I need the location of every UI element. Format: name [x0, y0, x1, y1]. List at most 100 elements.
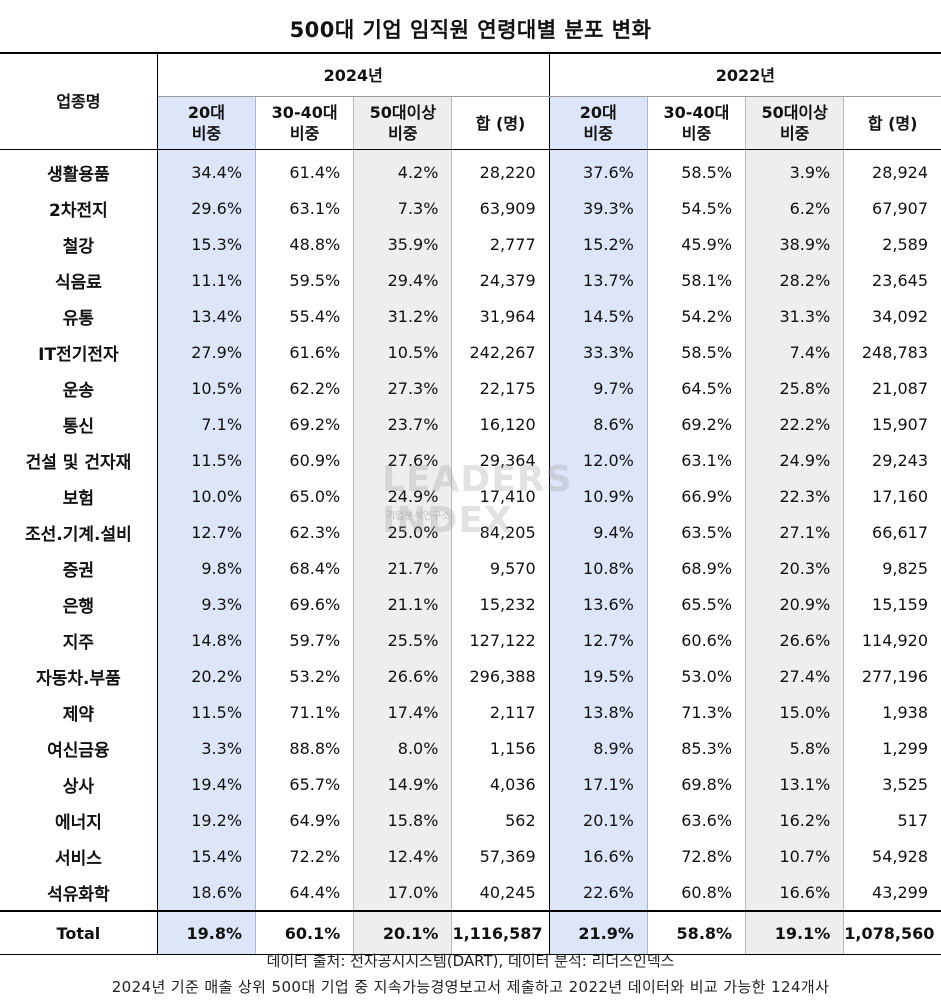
cell-2022-50plus: 27.4% — [745, 658, 845, 694]
total-2024-20s: 19.8% — [156, 910, 257, 955]
cell-2022-sum: 43,299 — [872, 882, 928, 902]
table-row: 석유화학 18.6% 64.4% 17.0% 40,245 22.6% 60.8% 16.6%… — [0, 874, 941, 911]
cell-2024-3040s: 61.4% — [289, 162, 341, 182]
cell-2022-20s: 17.1% — [548, 766, 648, 802]
cell-2024-3040s: 53.2% — [289, 666, 341, 686]
cell-2022-sum: 9,825 — [882, 558, 928, 578]
cell-2022-sum: 15,159 — [872, 594, 928, 614]
cell-2022-50plus: 5.8% — [745, 730, 845, 766]
table-row: 생활용품 34.4% 61.4% 4.2% 28,220 37.6% 58.5% 3.9% 28… — [0, 149, 941, 190]
cell-2022-3040s: 54.5% — [681, 198, 733, 218]
cell-2024-3040s: 61.6% — [289, 342, 341, 362]
cell-2022-sum: 34,092 — [872, 306, 928, 326]
cell-2022-50plus: 16.6% — [745, 874, 845, 911]
cell-2022-50plus: 22.3% — [745, 478, 845, 514]
cell-2024-3040s: 62.3% — [289, 522, 341, 542]
cell-2024-sum: 15,232 — [451, 586, 550, 622]
cell-2024-20s: 10.0% — [156, 478, 257, 514]
table-row: 자동차.부품 20.2% 53.2% 26.6% 296,388 19.5% 53.0% 27… — [0, 658, 941, 694]
cell-2024-3040s: 88.8% — [289, 738, 341, 758]
industry-name: 제약 — [0, 694, 158, 730]
cell-2022-sum: 15,907 — [872, 414, 928, 434]
total-label: Total — [0, 910, 158, 955]
cell-2022-20s: 13.7% — [548, 262, 648, 298]
cell-2022-50plus: 24.9% — [745, 442, 845, 478]
cell-2022-3040s: 66.9% — [681, 486, 733, 506]
year-header-2024: 2024년 — [157, 53, 550, 97]
cell-2024-20s: 11.5% — [156, 694, 257, 730]
cell-2022-sum: 28,924 — [872, 162, 928, 182]
industry-name: 보험 — [0, 478, 158, 514]
cell-2024-3040s: 69.2% — [289, 414, 341, 434]
cell-2022-20s: 13.6% — [548, 586, 648, 622]
industry-name: 2차전지 — [0, 190, 158, 226]
table-row: 서비스 15.4% 72.2% 12.4% 57,369 16.6% 72.8% 10.7% 5… — [0, 838, 941, 874]
cell-2022-50plus: 16.2% — [745, 802, 845, 838]
cell-2022-20s: 10.8% — [548, 550, 648, 586]
col-header-20s-2022: 20대 비중 — [548, 96, 648, 150]
cell-2024-20s: 15.4% — [156, 838, 257, 874]
cell-2022-3040s: 58.5% — [681, 162, 733, 182]
cell-2024-3040s: 59.5% — [289, 270, 341, 290]
cell-2022-50plus: 31.3% — [745, 298, 845, 334]
cell-2024-sum: 31,964 — [451, 298, 550, 334]
total-2022-sum: 1,078,560 — [843, 910, 941, 955]
cell-2022-3040s: 63.6% — [681, 810, 733, 830]
cell-2022-50plus: 27.1% — [745, 514, 845, 550]
industry-name: 건설 및 건자재 — [0, 442, 158, 478]
col-header-20s-2024: 20대 비중 — [156, 96, 257, 150]
cell-2024-3040s: 64.9% — [289, 810, 341, 830]
col-header-3040s-2024: 30-40대 비중 — [255, 96, 354, 150]
cell-2022-20s: 33.3% — [548, 334, 648, 370]
cell-2024-sum: 1,156 — [451, 730, 550, 766]
cell-2024-50plus: 15.8% — [353, 802, 453, 838]
cell-2022-sum: 2,589 — [882, 234, 928, 254]
table-row: 2차전지 29.6% 63.1% 7.3% 63,909 39.3% 54.5% 6.2% 67… — [0, 190, 941, 226]
cell-2024-sum: 2,117 — [451, 694, 550, 730]
table-row: 조선.기계.설비 12.7% 62.3% 25.0% 84,205 9.4% 63.5% 27… — [0, 514, 941, 550]
col-header-total-2022: 합 (명) — [843, 96, 941, 150]
cell-2024-50plus: 21.1% — [353, 586, 453, 622]
cell-2022-3040s: 69.2% — [681, 414, 733, 434]
cell-2024-50plus: 10.5% — [353, 334, 453, 370]
industry-name: 생활용품 — [0, 149, 158, 190]
cell-2024-sum: 562 — [451, 802, 550, 838]
table-row: 건설 및 건자재 11.5% 60.9% 27.6% 29,364 12.0% 63.1% 2… — [0, 442, 941, 478]
industry-name: 에너지 — [0, 802, 158, 838]
cell-2022-3040s: 58.1% — [681, 270, 733, 290]
cell-2022-sum: 277,196 — [861, 666, 928, 686]
industry-name: 운송 — [0, 370, 158, 406]
cell-2022-50plus: 38.9% — [745, 226, 845, 262]
cell-2024-sum: 296,388 — [451, 658, 550, 694]
table-row: 에너지 19.2% 64.9% 15.8% 562 20.1% 63.6% 16.2% 517 — [0, 802, 941, 838]
cell-2022-sum: 3,525 — [882, 774, 928, 794]
cell-2024-3040s: 59.7% — [289, 630, 341, 650]
cell-2022-sum: 21,087 — [872, 378, 928, 398]
industry-name: 여신금융 — [0, 730, 158, 766]
industry-name: 조선.기계.설비 — [0, 514, 158, 550]
cell-2022-50plus: 10.7% — [745, 838, 845, 874]
table-row: 유통 13.4% 55.4% 31.2% 31,964 14.5% 54.2% 31.3% 34… — [0, 298, 941, 334]
cell-2024-50plus: 25.0% — [353, 514, 453, 550]
cell-2024-sum: 84,205 — [451, 514, 550, 550]
cell-2024-3040s: 64.4% — [289, 882, 341, 902]
industry-name: 철강 — [0, 226, 158, 262]
total-2022-3040s: 58.8% — [647, 910, 746, 955]
cell-2024-50plus: 7.3% — [353, 190, 453, 226]
cell-2022-sum: 517 — [897, 810, 928, 830]
cell-2022-50plus: 13.1% — [745, 766, 845, 802]
cell-2024-50plus: 31.2% — [353, 298, 453, 334]
industry-name: 석유화학 — [0, 874, 158, 911]
cell-2022-20s: 37.6% — [548, 149, 648, 190]
cell-2022-20s: 12.7% — [548, 622, 648, 658]
cell-2024-20s: 34.4% — [156, 149, 257, 190]
cell-2022-3040s: 68.9% — [681, 558, 733, 578]
cell-2024-sum: 24,379 — [451, 262, 550, 298]
cell-2024-20s: 14.8% — [156, 622, 257, 658]
cell-2022-20s: 14.5% — [548, 298, 648, 334]
table-row: 지주 14.8% 59.7% 25.5% 127,122 12.7% 60.6% 26.6% 1… — [0, 622, 941, 658]
cell-2024-20s: 11.1% — [156, 262, 257, 298]
cell-2024-3040s: 71.1% — [289, 702, 341, 722]
cell-2024-3040s: 72.2% — [289, 846, 341, 866]
cell-2024-20s: 20.2% — [156, 658, 257, 694]
